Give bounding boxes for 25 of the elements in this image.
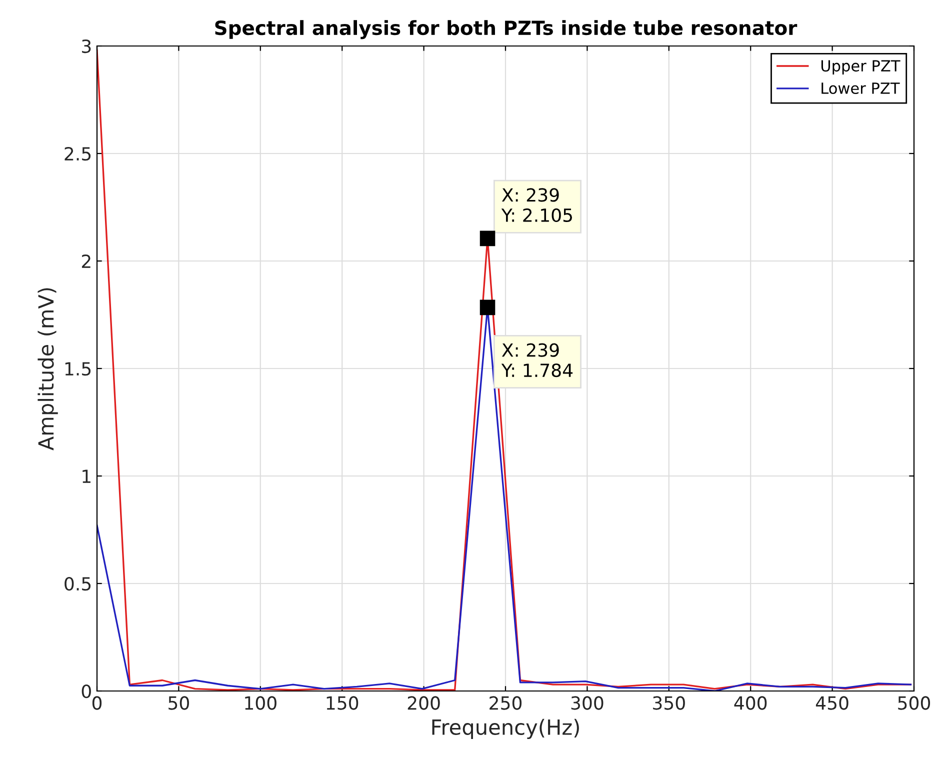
x-axis-title: Frequency(Hz) <box>432 718 579 740</box>
annotation: X: 239 Y: 2.105 <box>501 188 572 222</box>
legend-label: Lower PZT <box>822 82 900 94</box>
y-tick-label: 0.5 <box>64 576 91 591</box>
y-tick-label: 2 <box>82 254 90 268</box>
x-tick-label: 300 <box>571 696 604 710</box>
x-tick-label: 350 <box>653 696 685 710</box>
y-axis-title: Amplitude (mV) <box>38 288 58 450</box>
x-tick-label: 400 <box>734 696 767 710</box>
y-tick-label: 3 <box>82 39 91 54</box>
x-tick-label: 150 <box>326 696 358 710</box>
x-tick-label: 450 <box>816 696 848 710</box>
x-tick-label: 500 <box>898 696 930 710</box>
x-tick-label: 100 <box>245 696 276 710</box>
y-tick-label: 0 <box>82 684 91 698</box>
chart-title: Spectral analysis for both PZTs inside tube resonator <box>215 20 798 40</box>
x-tick-label: 0 <box>92 696 102 710</box>
y-tick-label: 2.5 <box>64 146 91 161</box>
y-tick-label: 1 <box>82 470 90 483</box>
x-tick-label: 50 <box>168 696 189 710</box>
y-tick-label: 1.5 <box>65 362 91 376</box>
legend-label: Upper PZT <box>821 60 900 75</box>
x-tick-label: 200 <box>408 696 440 710</box>
x-tick-label: 250 <box>490 696 522 710</box>
annotation: X: 239 Y: 1.784 <box>501 343 573 378</box>
